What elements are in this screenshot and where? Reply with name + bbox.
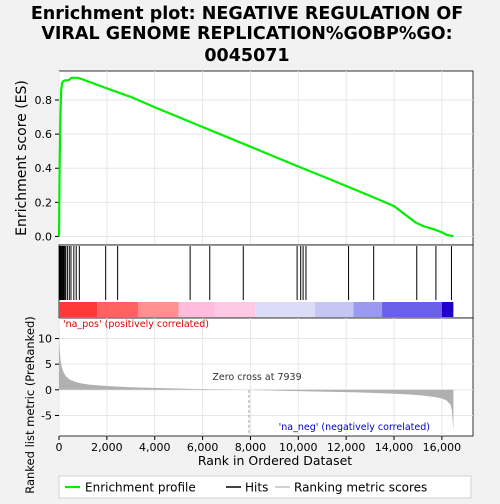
x-tick-label-5: 10,000 (279, 441, 318, 454)
es-ytick-label-3: 0.6 (35, 128, 53, 141)
x-tick-label-8: 16,000 (423, 441, 462, 454)
rank-y-axis-ticks: -5 0 5 10 (38, 333, 59, 422)
rank-ytick-label-3: 10 (38, 333, 52, 346)
legend-hits-label: Hits (245, 481, 268, 495)
x-axis-label: Rank in Ordered Dataset (198, 453, 352, 468)
zero-cross-label: Zero cross at 7939 (212, 372, 301, 383)
legend-box (58, 475, 472, 499)
rank-panel-frame (58, 317, 474, 437)
heatmap-segment-1 (97, 302, 138, 317)
x-tick-label-3: 6,000 (187, 441, 219, 454)
legend-ranking-metric-label: Ranking metric scores (294, 481, 427, 495)
rank-ytick-label-1: 0 (45, 384, 52, 397)
heatmap-segment-7 (353, 302, 383, 317)
es-ytick-label-0: 0.0 (35, 230, 53, 243)
heatmap-segment-4 (214, 302, 256, 317)
heatmap-segment-6 (315, 302, 354, 317)
x-tick-label-0: 0 (56, 441, 63, 454)
es-y-axis-ticks: 0.0 0.2 0.4 0.6 0.8 (35, 94, 59, 243)
heatmap-segment-9 (441, 302, 454, 317)
es-ytick-label-2: 0.4 (35, 162, 53, 175)
legend-entry-hits: Hits (226, 481, 268, 495)
chart-title-line-1: Enrichment plot: NEGATIVE REGULATION OF (31, 4, 463, 24)
ranked-heatmap-bar (59, 302, 454, 317)
rank-ytick-label-2: 5 (45, 358, 52, 371)
es-ytick-label-4: 0.8 (35, 94, 53, 107)
chart-title-line-3: 0045071 (204, 46, 289, 66)
legend-enrichment-profile-label: Enrichment profile (85, 481, 196, 495)
x-tick-label-2: 4,000 (139, 441, 171, 454)
heatmap-segment-0 (59, 302, 98, 317)
neg-correlated-label: 'na_neg' (negatively correlated) (279, 422, 430, 433)
enrichment-profile-line (57, 76, 454, 238)
legend-entry-enrichment-profile: Enrichment profile (65, 481, 196, 495)
rank-y-axis-label: Ranked list metric (PreRanked) (23, 316, 37, 494)
es-grid (58, 71, 473, 245)
x-tick-label-4: 8,000 (235, 441, 267, 454)
es-ytick-label-1: 0.2 (35, 196, 53, 209)
heatmap-segment-8 (382, 302, 442, 317)
heatmap-segment-2 (137, 302, 179, 317)
es-y-axis-label: Enrichment score (ES) (14, 80, 30, 236)
x-tick-label-7: 14,000 (375, 441, 414, 454)
x-tick-label-1: 2,000 (91, 441, 123, 454)
rank-ytick-label-0: -5 (41, 409, 52, 422)
x-tick-label-6: 12,000 (327, 441, 366, 454)
x-axis-ticks: 0 2,000 4,000 6,000 8,000 10,000 12,000 14,000 1… (56, 436, 462, 454)
legend-entry-ranking-metric: Ranking metric scores (275, 481, 427, 495)
heatmap-segment-3 (178, 302, 215, 317)
pos-correlated-label: 'na_pos' (positively correlated) (63, 319, 209, 330)
heatmap-segment-5 (255, 302, 316, 317)
chart-title-line-2: VIRAL GENOME REPLICATION%GOBP%GO: (41, 24, 452, 44)
hits-group (58, 246, 452, 300)
